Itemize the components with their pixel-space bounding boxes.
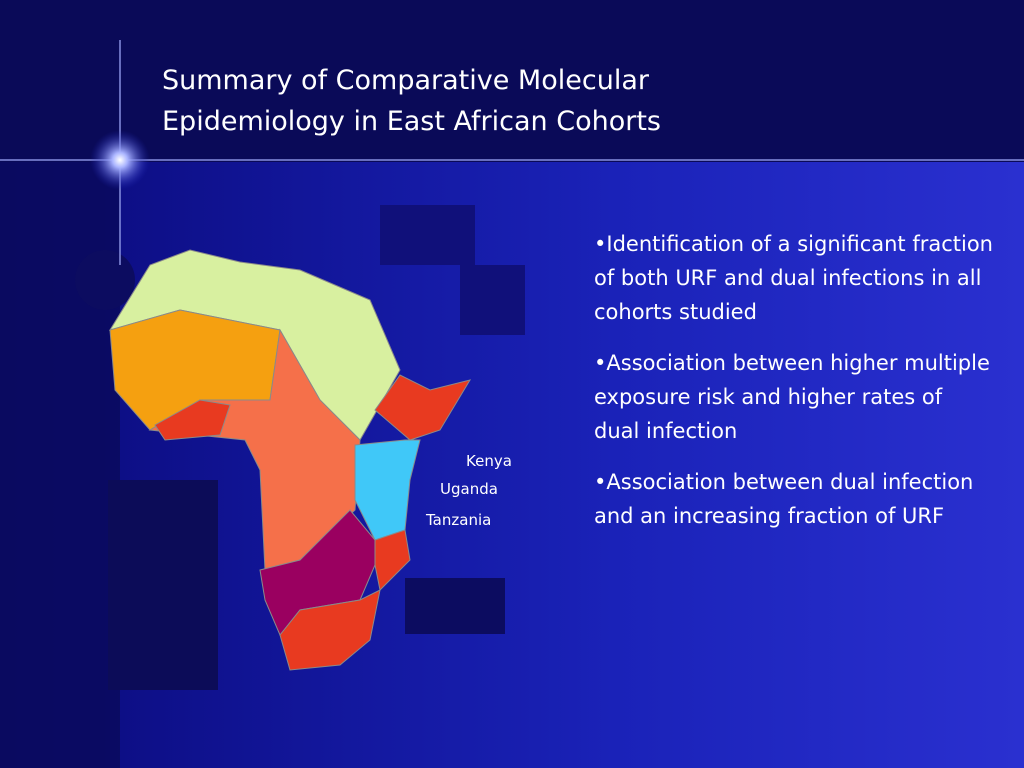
region-coast xyxy=(154,399,231,441)
africa-map xyxy=(108,249,472,671)
title-line: Summary of Comparative Molecular xyxy=(162,65,649,96)
deco-block xyxy=(108,480,218,690)
deco-block xyxy=(380,205,475,265)
map-label: Tanzania xyxy=(426,511,492,529)
map-label: Kenya xyxy=(466,452,512,470)
deco-block xyxy=(460,265,525,335)
region-southafrica xyxy=(279,589,381,671)
title: Summary of Comparative Molecular Epidemi… xyxy=(162,60,661,142)
deco-circle xyxy=(75,250,135,310)
bullet: •Association between higher multiple exp… xyxy=(594,351,990,443)
region-south xyxy=(259,509,376,636)
deco-block xyxy=(405,578,505,634)
bullet: •Association between dual infection and … xyxy=(594,470,974,528)
star xyxy=(90,130,150,190)
region-east xyxy=(354,439,421,541)
bullet: •Identification of a significant fractio… xyxy=(594,232,993,324)
bullet-list: •Identification of a significant fractio… xyxy=(594,227,994,550)
title-band xyxy=(0,0,1024,162)
map-label: Uganda xyxy=(440,480,498,498)
title-line: Epidemiology in East African Cohorts xyxy=(162,106,661,137)
